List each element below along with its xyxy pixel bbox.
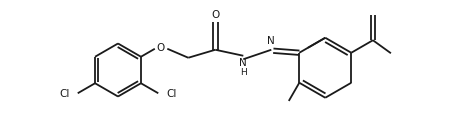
Text: Cl: Cl — [60, 89, 70, 99]
Text: O: O — [156, 43, 165, 53]
Text: Cl: Cl — [166, 89, 176, 99]
Text: O: O — [211, 10, 219, 20]
Text: N: N — [267, 36, 275, 46]
Text: N: N — [240, 58, 247, 68]
Text: H: H — [240, 68, 247, 77]
